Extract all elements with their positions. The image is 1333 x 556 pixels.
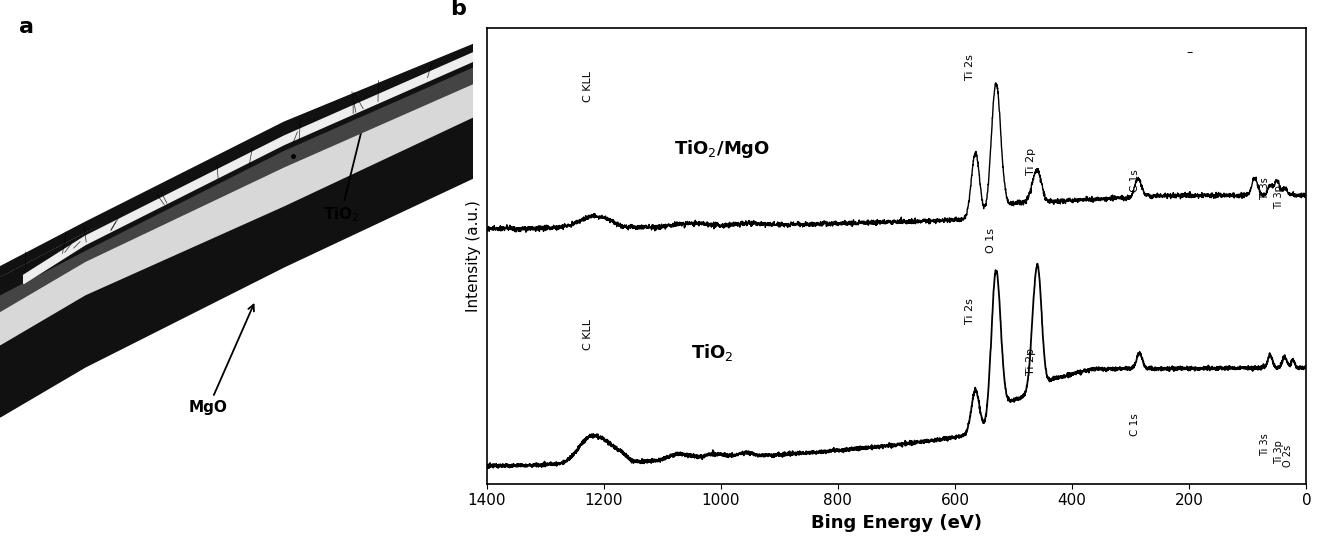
Polygon shape bbox=[0, 44, 473, 417]
Text: Ti 3p: Ti 3p bbox=[1274, 440, 1284, 464]
Text: b: b bbox=[449, 0, 465, 19]
Text: TiO$_2$: TiO$_2$ bbox=[692, 342, 734, 363]
Text: MgO: MgO bbox=[189, 305, 255, 415]
Text: Ti 2p: Ti 2p bbox=[1026, 148, 1036, 175]
Polygon shape bbox=[0, 56, 473, 311]
Text: Ti 3s: Ti 3s bbox=[1260, 177, 1270, 200]
Polygon shape bbox=[24, 53, 473, 284]
Text: C KLL: C KLL bbox=[583, 71, 593, 102]
Text: Ti 2s: Ti 2s bbox=[965, 298, 974, 324]
Text: Ti 2s: Ti 2s bbox=[965, 54, 974, 80]
X-axis label: Bing Energy (eV): Bing Energy (eV) bbox=[810, 514, 982, 532]
Text: O 2s: O 2s bbox=[1284, 445, 1293, 467]
Text: TiO$_2$: TiO$_2$ bbox=[323, 105, 369, 225]
Text: –: – bbox=[1186, 46, 1192, 59]
Polygon shape bbox=[0, 56, 473, 345]
Text: TiO$_2$/MgO: TiO$_2$/MgO bbox=[674, 137, 770, 160]
Polygon shape bbox=[0, 50, 473, 295]
Text: Ti 3p: Ti 3p bbox=[1274, 185, 1284, 208]
Y-axis label: Intensity (a.u.): Intensity (a.u.) bbox=[467, 200, 481, 312]
Text: O 1s: O 1s bbox=[986, 227, 996, 252]
Text: C 1s: C 1s bbox=[1130, 170, 1140, 192]
Text: Ti 3s: Ti 3s bbox=[1260, 433, 1270, 456]
Text: Ti 2p: Ti 2p bbox=[1026, 348, 1036, 375]
Text: C 1s: C 1s bbox=[1130, 414, 1140, 436]
Text: a: a bbox=[19, 17, 33, 37]
Text: C KLL: C KLL bbox=[583, 319, 593, 350]
